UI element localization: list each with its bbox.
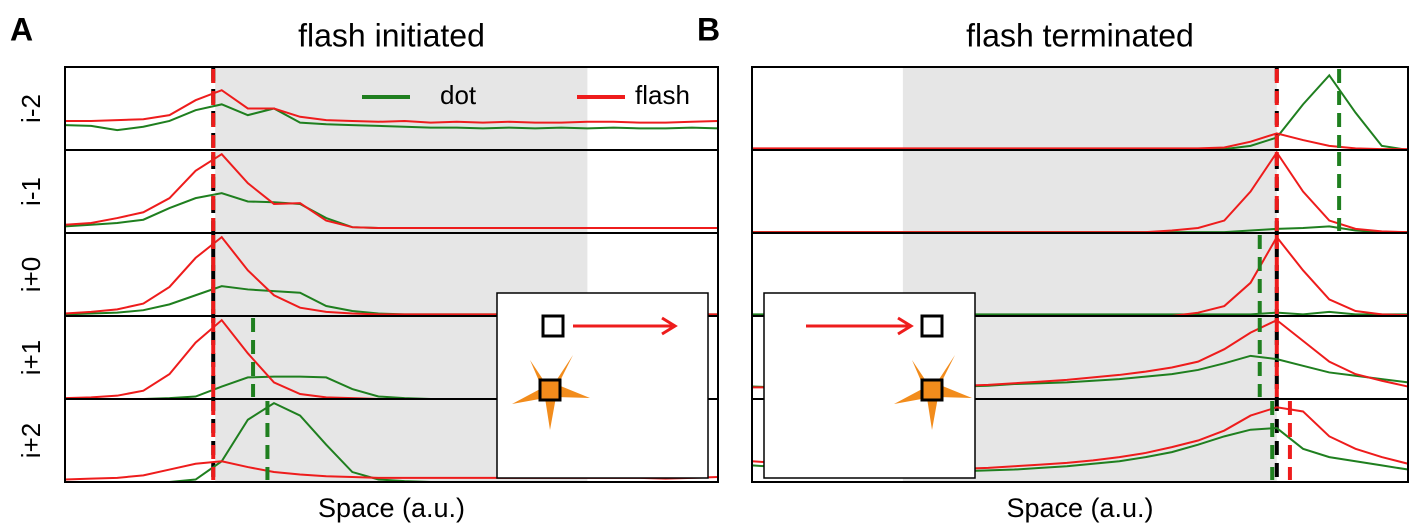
- trace: [752, 132, 1408, 151]
- row-label: i-2: [16, 94, 46, 123]
- inset-a: [496, 292, 709, 479]
- inset-frame: [496, 292, 709, 479]
- trace: [65, 89, 719, 124]
- flash-icon: [538, 378, 562, 402]
- panel-frame: [64, 66, 719, 483]
- legend-label: dot: [440, 80, 477, 110]
- trace: [64, 152, 718, 230]
- legend-label: flash: [635, 80, 690, 110]
- arrow-head: [661, 316, 678, 336]
- row-label: i-1: [16, 177, 46, 206]
- trace: [64, 103, 719, 132]
- panel-frame: [751, 66, 1409, 483]
- x-axis-label: Space (a.u.): [1006, 493, 1153, 523]
- panel-label: B: [697, 11, 720, 47]
- panel-title: flash terminated: [966, 17, 1194, 53]
- row-label: i+2: [16, 423, 46, 458]
- arrow-head: [897, 316, 914, 336]
- panel-title: flash initiated: [298, 17, 485, 53]
- flash-icon: [920, 378, 944, 402]
- inset-b: [763, 292, 976, 479]
- dot-icon: [920, 314, 944, 338]
- x-axis-label: Space (a.u.): [318, 493, 465, 523]
- dot-icon: [541, 314, 565, 338]
- panel-label: A: [10, 11, 33, 47]
- row-label: i+1: [16, 340, 46, 375]
- row-label: i+0: [16, 257, 46, 292]
